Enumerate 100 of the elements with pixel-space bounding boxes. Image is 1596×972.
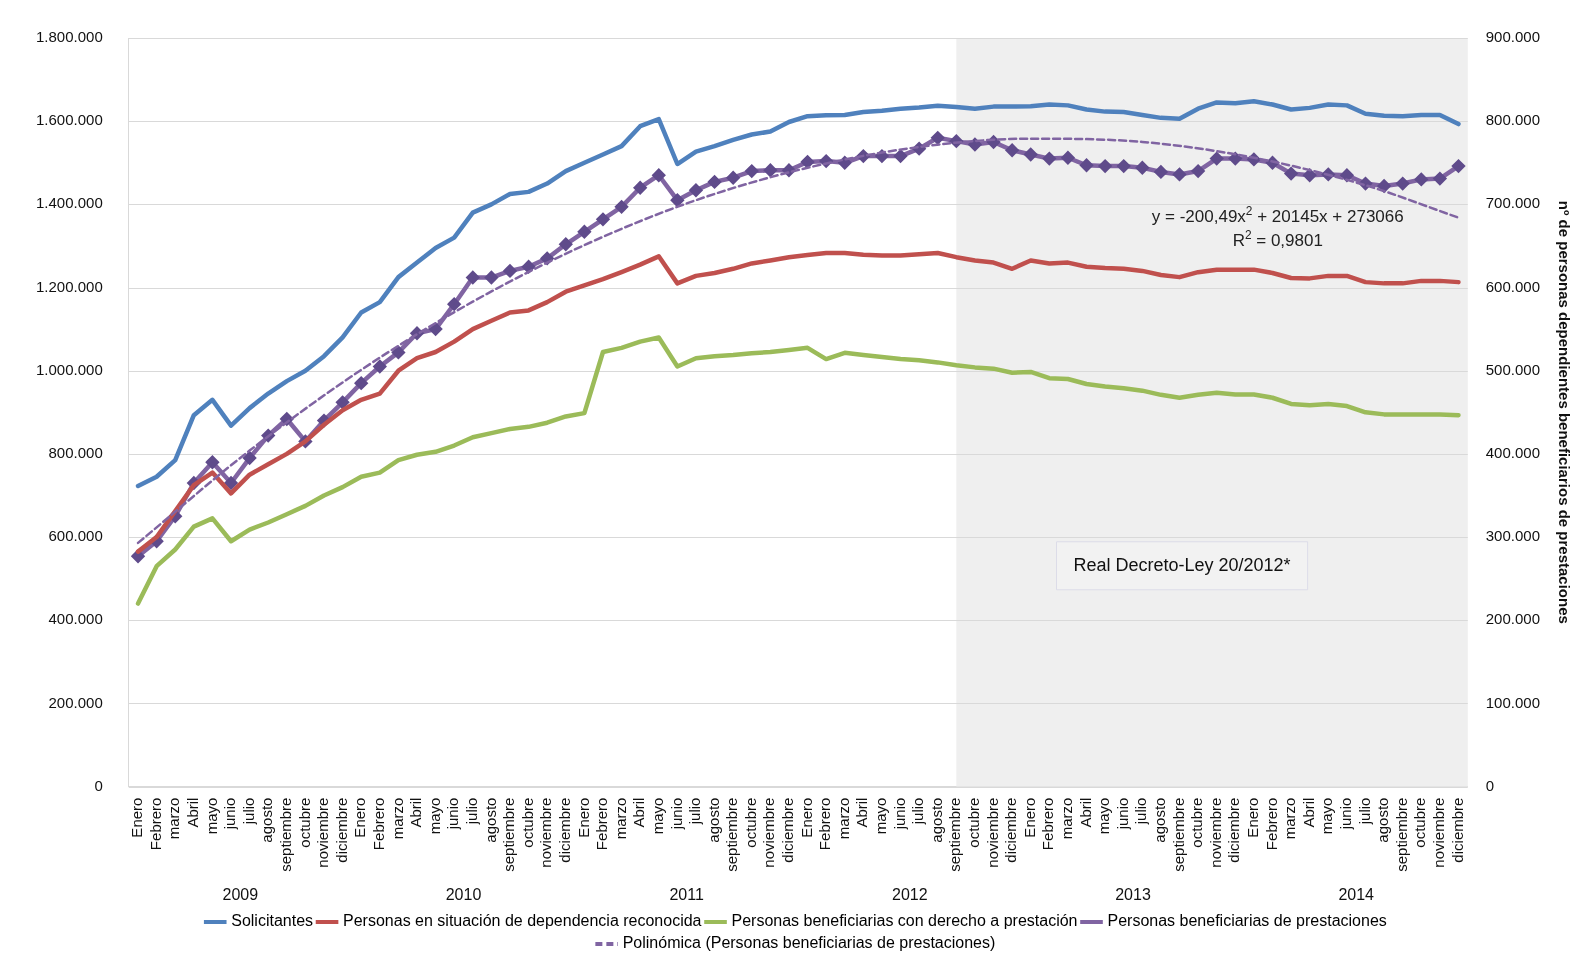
x-tick-label: octubre [1188, 797, 1206, 848]
y2-tick-label: 500.000 [1485, 360, 1541, 378]
x-tick-label: septiembre [1392, 797, 1410, 872]
x-tick-label: Abril [1076, 797, 1094, 828]
x-tick-label: octubre [965, 797, 983, 848]
x-tick-label: octubre [295, 797, 313, 848]
x-tick-label: julio [909, 797, 927, 826]
y-tick-label: 1.800.000 [36, 28, 103, 46]
x-tick-label: Enero [797, 797, 815, 838]
y-tick-label: 1.200.000 [36, 277, 103, 295]
x-tick-label: septiembre [500, 797, 518, 872]
x-tick-label: noviembre [983, 797, 1001, 868]
x-tick-label: julio [1355, 797, 1373, 826]
x-tick-label: agosto [258, 797, 276, 843]
legend-label: Personas en situación de dependencia reconocida [343, 912, 702, 930]
x-tick-label: marzo [1281, 797, 1299, 840]
x-tick-label: Enero [574, 797, 592, 838]
x-tick-label: agosto [927, 797, 945, 843]
x-tick-label: marzo [388, 797, 406, 840]
y2-tick-label: 0 [1485, 776, 1495, 794]
x-tick-label: mayo [425, 797, 443, 835]
x-tick-label: septiembre [1169, 797, 1187, 872]
x-tick-label: Febrero [369, 797, 387, 851]
y-tick-label: 1.000.000 [36, 360, 103, 378]
x-tick-label: diciembre [332, 797, 350, 863]
x-tick-label: julio [462, 797, 480, 826]
y2-tick-label: 700.000 [1485, 194, 1541, 212]
x-tick-label: Abril [183, 797, 201, 828]
x-tick-label: diciembre [1448, 797, 1466, 863]
x-tick-label: diciembre [779, 797, 797, 863]
y2-tick-label: 900.000 [1485, 28, 1541, 46]
x-tick-label: junio [221, 797, 239, 831]
x-tick-label: agosto [704, 797, 722, 843]
x-tick-label: noviembre [1206, 797, 1224, 868]
y2-tick-label: 300.000 [1485, 527, 1541, 545]
x-tick-label: septiembre [723, 797, 741, 872]
x-tick-label: marzo [611, 797, 629, 840]
band-label: Real Decreto-Ley 20/2012* [1073, 554, 1291, 575]
x-tick-label: noviembre [1430, 797, 1448, 868]
x-tick-label: junio [1337, 797, 1355, 831]
y2-tick-label: 100.000 [1485, 693, 1541, 711]
x2-tick-label: 2011 [669, 885, 704, 903]
x-tick-label: septiembre [276, 797, 294, 872]
x-tick-label: noviembre [314, 797, 332, 868]
y-tick-label: 200.000 [48, 693, 103, 711]
y-tick-label: 1.400.000 [36, 194, 103, 212]
y-tick-label: 400.000 [48, 610, 103, 628]
x-tick-label: octubre [741, 797, 759, 848]
y2-tick-label: 800.000 [1485, 111, 1541, 129]
x-tick-label: diciembre [555, 797, 573, 863]
x-tick-label: agosto [1151, 797, 1169, 843]
y-tick-label: 600.000 [48, 527, 103, 545]
x-tick-label: Febrero [816, 797, 834, 851]
x-tick-label: junio [667, 797, 685, 831]
y-tick-label: 1.600.000 [36, 111, 103, 129]
legend-label: Polinómica (Personas beneficiarias de prestaciones) [622, 934, 996, 952]
legend-label: Personas beneficiarias con derecho a prestación [731, 912, 1078, 930]
y2-tick-label: 200.000 [1485, 610, 1541, 628]
x2-tick-label: 2014 [1338, 885, 1375, 903]
x-tick-label: noviembre [537, 797, 555, 868]
x-tick-label: noviembre [760, 797, 778, 868]
x2-tick-label: 2012 [892, 885, 928, 903]
x-tick-label: Enero [1244, 797, 1262, 838]
y2-axis-title: nº de personas dependientes beneficiarios de prestaciones [1555, 200, 1573, 624]
x-tick-label: junio [1113, 797, 1131, 831]
x-tick-label: mayo [1318, 797, 1336, 835]
x-tick-label: julio [686, 797, 704, 826]
x2-tick-label: 2009 [222, 885, 259, 903]
x-tick-label: marzo [165, 797, 183, 840]
x-tick-label: mayo [1095, 797, 1113, 835]
x-tick-label: Febrero [593, 797, 611, 851]
x-tick-label: septiembre [946, 797, 964, 872]
x-tick-label: Febrero [1039, 797, 1057, 851]
x-tick-label: Enero [128, 797, 146, 838]
legend-label: Solicitantes [231, 912, 314, 930]
x-tick-label: julio [239, 797, 257, 826]
y2-tick-label: 600.000 [1485, 277, 1541, 295]
x-tick-label: junio [444, 797, 462, 831]
x-tick-label: Abril [630, 797, 648, 828]
x-tick-label: Febrero [146, 797, 164, 851]
x-tick-label: junio [890, 797, 908, 831]
x-tick-label: marzo [1058, 797, 1076, 840]
x-tick-label: Abril [1299, 797, 1317, 828]
y2-tick-label: 400.000 [1485, 444, 1541, 462]
x-tick-label: octubre [1411, 797, 1429, 848]
legend-label: Personas beneficiarias de prestaciones [1107, 912, 1387, 930]
x-tick-label: marzo [834, 797, 852, 840]
x-tick-label: mayo [202, 797, 220, 835]
x-tick-label: Enero [1020, 797, 1038, 838]
x-tick-label: agosto [481, 797, 499, 843]
x-tick-label: octubre [518, 797, 536, 848]
y-tick-label: 800.000 [48, 444, 103, 462]
x-tick-label: julio [1132, 797, 1150, 826]
y-tick-label: 0 [94, 776, 103, 794]
x-tick-label: agosto [1374, 797, 1392, 843]
x-tick-label: Enero [351, 797, 369, 838]
x-tick-label: Abril [407, 797, 425, 828]
x2-tick-label: 2013 [1115, 885, 1151, 903]
x-tick-label: Febrero [1262, 797, 1280, 851]
x-tick-label: mayo [648, 797, 666, 835]
